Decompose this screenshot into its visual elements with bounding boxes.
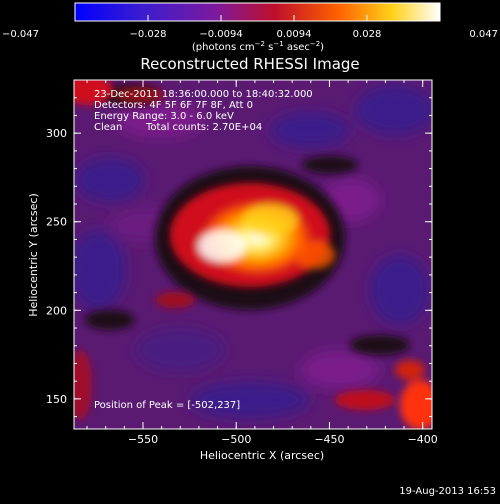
annotation-time-range: 23-Dec-2011 18:36:00.000 to 18:40:32.000: [94, 89, 313, 100]
heatmap-image: [74, 80, 432, 429]
x-tick-label: −500: [221, 433, 251, 446]
y-tick-label: 150: [46, 393, 67, 406]
y-axis-label: Heliocentric Y (arcsec): [27, 193, 40, 317]
x-tick-label: −550: [128, 433, 158, 446]
annotations: 23-Dec-2011 18:36:00.000 to 18:40:32.000…: [94, 89, 313, 411]
x-tick-label: −450: [314, 433, 344, 446]
plot-frame: [73, 79, 433, 430]
heatmap-texture: [74, 85, 432, 418]
colorbar-units: (photons cm−2 s−1 asec−2): [192, 40, 324, 53]
y-tick-label: 250: [46, 216, 67, 229]
annotation-energy: Energy Range: 3.0 - 6.0 keV: [94, 111, 234, 122]
chart-title: Reconstructed RHESSI Image: [140, 55, 359, 73]
x-tick-label: −400: [408, 433, 438, 446]
colorbar-tick-label: −0.028: [129, 29, 166, 40]
colorbar-tick-label: 0.028: [353, 29, 382, 40]
heatmap-warm-regions: [74, 80, 432, 429]
x-axis-label: Heliocentric X (arcsec): [200, 449, 324, 462]
annotation-method: Clean: [94, 122, 122, 133]
colorbar-tick-label: −0.0094: [199, 29, 242, 40]
y-axis: 150 200 250 300: [46, 79, 432, 418]
y-tick-label: 300: [46, 127, 67, 140]
annotation-peak: Position of Peak = [-502,237]: [94, 400, 240, 411]
colorbar-ticks: −0.047 −0.028 −0.0094 0.0094 0.028 0.047: [2, 15, 498, 40]
colorbar: −0.047 −0.028 −0.0094 0.0094 0.028 0.047 (pho…: [2, 2, 498, 53]
annotation-counts: Total counts: 2.70E+04: [145, 122, 262, 133]
flare-source: [170, 183, 335, 287]
colorbar-tick-label: −0.047: [2, 29, 39, 40]
colorbar-gradient: [74, 2, 441, 22]
colorbar-tick-label: 0.047: [469, 29, 498, 40]
colorbar-tick-label: 0.0094: [277, 29, 312, 40]
x-axis: −550 −500 −450 −400: [86, 80, 438, 446]
annotation-detectors: Detectors: 4F 5F 6F 7F 8F, Att 0: [94, 100, 253, 111]
y-tick-label: 200: [46, 304, 67, 317]
footer-date: 19-Aug-2013 16:53: [399, 486, 496, 497]
